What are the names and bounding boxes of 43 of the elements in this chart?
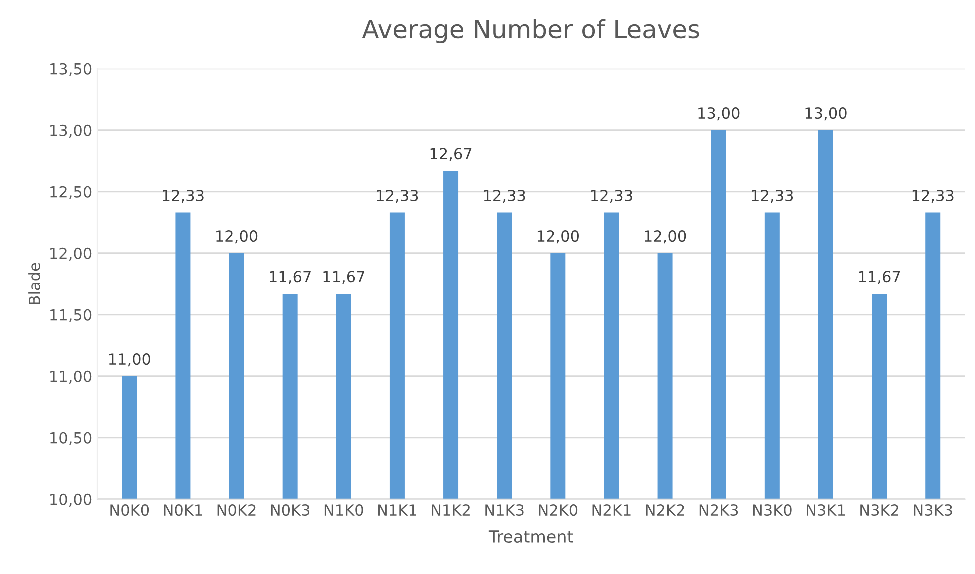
data-label: 12,33 bbox=[752, 190, 794, 204]
data-label: 12,33 bbox=[912, 190, 954, 204]
data-label: 12,33 bbox=[592, 190, 632, 204]
y-tick-label: 10,50 bbox=[50, 432, 92, 446]
data-label: 13,00 bbox=[698, 108, 740, 121]
data-label: 12,33 bbox=[484, 190, 526, 204]
data-label: 11,67 bbox=[270, 271, 311, 284]
data-label: 12,00 bbox=[538, 230, 580, 244]
y-tick-label: 13,50 bbox=[50, 63, 92, 76]
x-tick-label: N1K3 bbox=[486, 504, 524, 516]
x-tick-label: N2K3 bbox=[700, 504, 738, 516]
data-label: 12,00 bbox=[216, 230, 258, 244]
x-tick-label: N1K1 bbox=[378, 504, 416, 516]
x-tick-label: N3K3 bbox=[914, 504, 952, 516]
y-axis-title: Blade bbox=[28, 263, 40, 304]
x-tick-label: N3K2 bbox=[860, 504, 898, 516]
x-tick-label: N1K0 bbox=[324, 504, 364, 516]
x-tick-label: N2K2 bbox=[646, 504, 684, 516]
y-tick-label: 13,00 bbox=[50, 124, 92, 138]
x-axis-title: Treatment bbox=[488, 530, 574, 544]
chart-title: Average Number of Leaves bbox=[362, 19, 700, 44]
y-tick-label: 12,00 bbox=[50, 248, 92, 261]
y-tick-label: 11,50 bbox=[50, 309, 92, 322]
x-tick-label: N2K0 bbox=[539, 504, 578, 516]
x-tick-label: N0K1 bbox=[164, 504, 202, 516]
data-label: 12,33 bbox=[163, 190, 204, 204]
x-tick-label: N0K3 bbox=[271, 504, 310, 516]
data-label: 11,67 bbox=[859, 271, 900, 284]
y-tick-label: 12,50 bbox=[50, 186, 92, 200]
data-label: 12,67 bbox=[430, 148, 472, 162]
data-label: 13,00 bbox=[806, 108, 847, 121]
x-tick-label: N3K0 bbox=[753, 504, 792, 516]
data-label: 12,33 bbox=[377, 190, 418, 204]
x-tick-label: N3K1 bbox=[807, 504, 846, 516]
x-tick-label: N2K1 bbox=[592, 504, 631, 516]
data-label: 12,00 bbox=[645, 230, 686, 244]
x-tick-label: N0K0 bbox=[110, 504, 150, 516]
data-label: 11,67 bbox=[324, 271, 364, 284]
y-tick-label: 10,00 bbox=[50, 494, 92, 507]
x-tick-label: N1K2 bbox=[432, 504, 470, 516]
x-tick-label: N0K2 bbox=[218, 504, 256, 516]
y-tick-label: 11,00 bbox=[50, 370, 92, 384]
data-label: 11,00 bbox=[109, 354, 150, 367]
